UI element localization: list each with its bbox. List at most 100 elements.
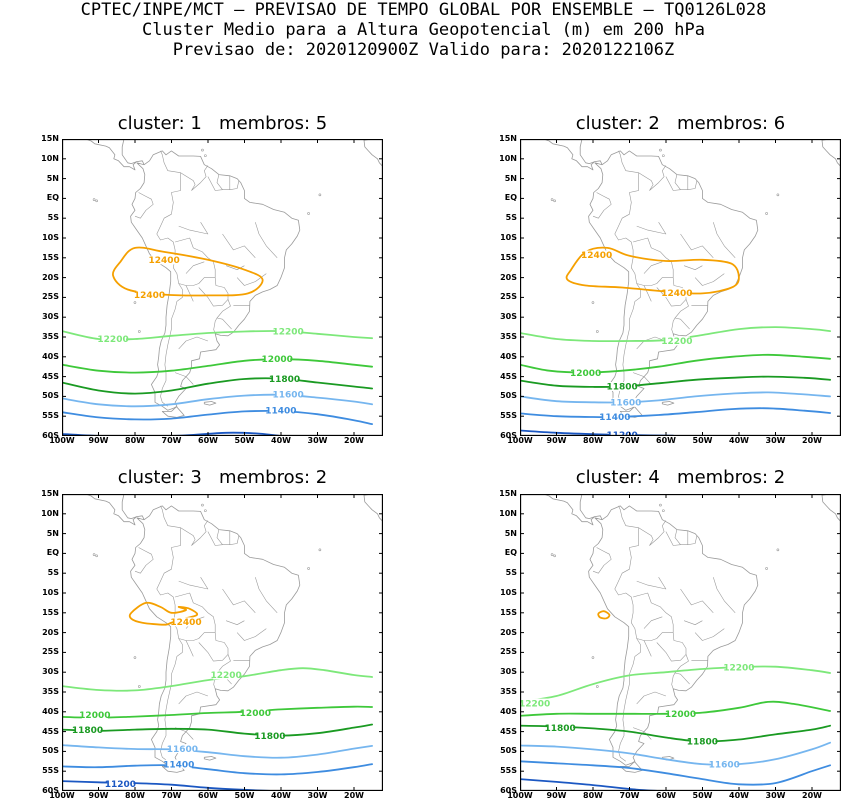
coastline-central-america [121,494,137,519]
country-border [680,588,714,614]
contour-label-bg [275,389,302,399]
lat-tick-label: 45S [500,726,517,736]
contour-label-bg [213,670,240,680]
island [138,330,141,333]
lat-tick-label: EQ [46,548,59,558]
axis-ticks [520,139,841,436]
island [307,567,310,570]
contour-label: 12200 [210,671,241,681]
lon-tick-label: 60W [656,436,676,445]
coastline-africa [363,494,383,528]
country-border [636,577,667,590]
lat-tick-label: 55S [500,411,517,421]
lon-tick-label: 50W [692,436,713,445]
lat-tick-label: 55S [42,766,59,776]
contour-11600 [520,391,831,404]
country-border [614,150,641,407]
contour-label-bg [173,617,200,627]
lon-tick-label: 100W [49,791,75,800]
coastline-central-america [84,139,145,171]
contour-label: 12200 [97,335,128,345]
lat-tick-label: 35S [42,332,59,341]
lat-tick-label: 15S [42,607,59,617]
country-border [636,336,667,350]
lon-tick-label: 30W [765,436,786,445]
contour-label-bg [612,397,639,407]
lat-tick-label: 20S [42,272,59,282]
contour-label-bg [151,255,178,265]
contour-label-bg [264,354,291,364]
lon-tick-label: 20W [344,436,364,445]
island [201,503,204,507]
lat-tick-label: 30S [500,667,517,677]
contour-label-bg [663,288,690,298]
island [776,193,780,197]
lon-tick-label: 30W [765,791,786,800]
country-border [216,299,232,330]
island [662,509,665,512]
island [92,553,96,556]
contour-12400 [112,246,264,297]
country-border [225,265,245,270]
lat-tick-label: 25S [500,647,517,657]
lat-tick-label: 15N [499,134,517,143]
country-border [636,222,667,235]
lat-tick-label: 5N [46,173,59,183]
map-frame [520,494,841,791]
contour-label-bg [572,368,599,378]
lat-tick-label: 50S [500,391,517,401]
lat-tick-label: 25S [42,292,59,302]
lon-tick-label: 20W [802,791,822,800]
coastline-central-america [121,139,137,164]
country-border [671,317,676,334]
contour-label-bg [667,709,694,719]
contour-label: 11800 [269,375,300,385]
island [95,199,98,203]
lat-tick-label: 30S [42,667,59,677]
country-border [255,222,278,259]
lon-tick-label: 30W [307,791,328,800]
contour-12000 [520,353,831,374]
lat-tick-label: 15S [42,252,59,262]
coastline-central-america [579,139,595,164]
country-border [643,285,652,302]
lat-tick-label: 50S [500,746,517,756]
island [659,148,662,152]
country-border [222,233,256,259]
contour-12200 [520,665,831,703]
lat-tick-label: 20S [500,627,517,637]
lon-tick-label: 90W [546,436,567,445]
contour-label: 11400 [163,760,194,770]
lon-tick-label: 40W [729,436,749,445]
country-border [216,529,223,545]
country-border [633,592,674,641]
country-border [207,176,240,191]
lat-tick-label: 15S [500,607,517,617]
contour-12000 [62,358,373,374]
contour-label: 12000 [79,711,110,721]
lat-tick-label: 15N [499,489,517,498]
country-border [683,265,703,270]
lon-tick-label: 100W [507,791,533,800]
contour-label-bg [136,290,163,300]
lat-tick-label: 55S [500,766,517,776]
country-border [134,547,154,574]
header-line-1: CPTEC/INPE/MCT – PREVISAO DE TEMPO GLOBA… [80,0,767,20]
contour-label-bg [74,725,101,735]
contour-11400 [62,763,373,776]
country-border [156,505,183,762]
contour-12400 [597,610,611,620]
country-border [638,520,667,546]
contour-label: 12200 [661,337,692,347]
island [591,301,595,304]
coastline-tierra-del-fuego [161,406,185,418]
island [591,656,595,659]
lon-tick-label: 90W [546,791,567,800]
island [550,198,554,201]
island [204,509,207,512]
contour-label-bg [583,250,610,260]
island [95,554,98,558]
lat-tick-label: 45S [42,371,59,381]
contour-11800 [62,723,373,737]
island [765,567,768,570]
